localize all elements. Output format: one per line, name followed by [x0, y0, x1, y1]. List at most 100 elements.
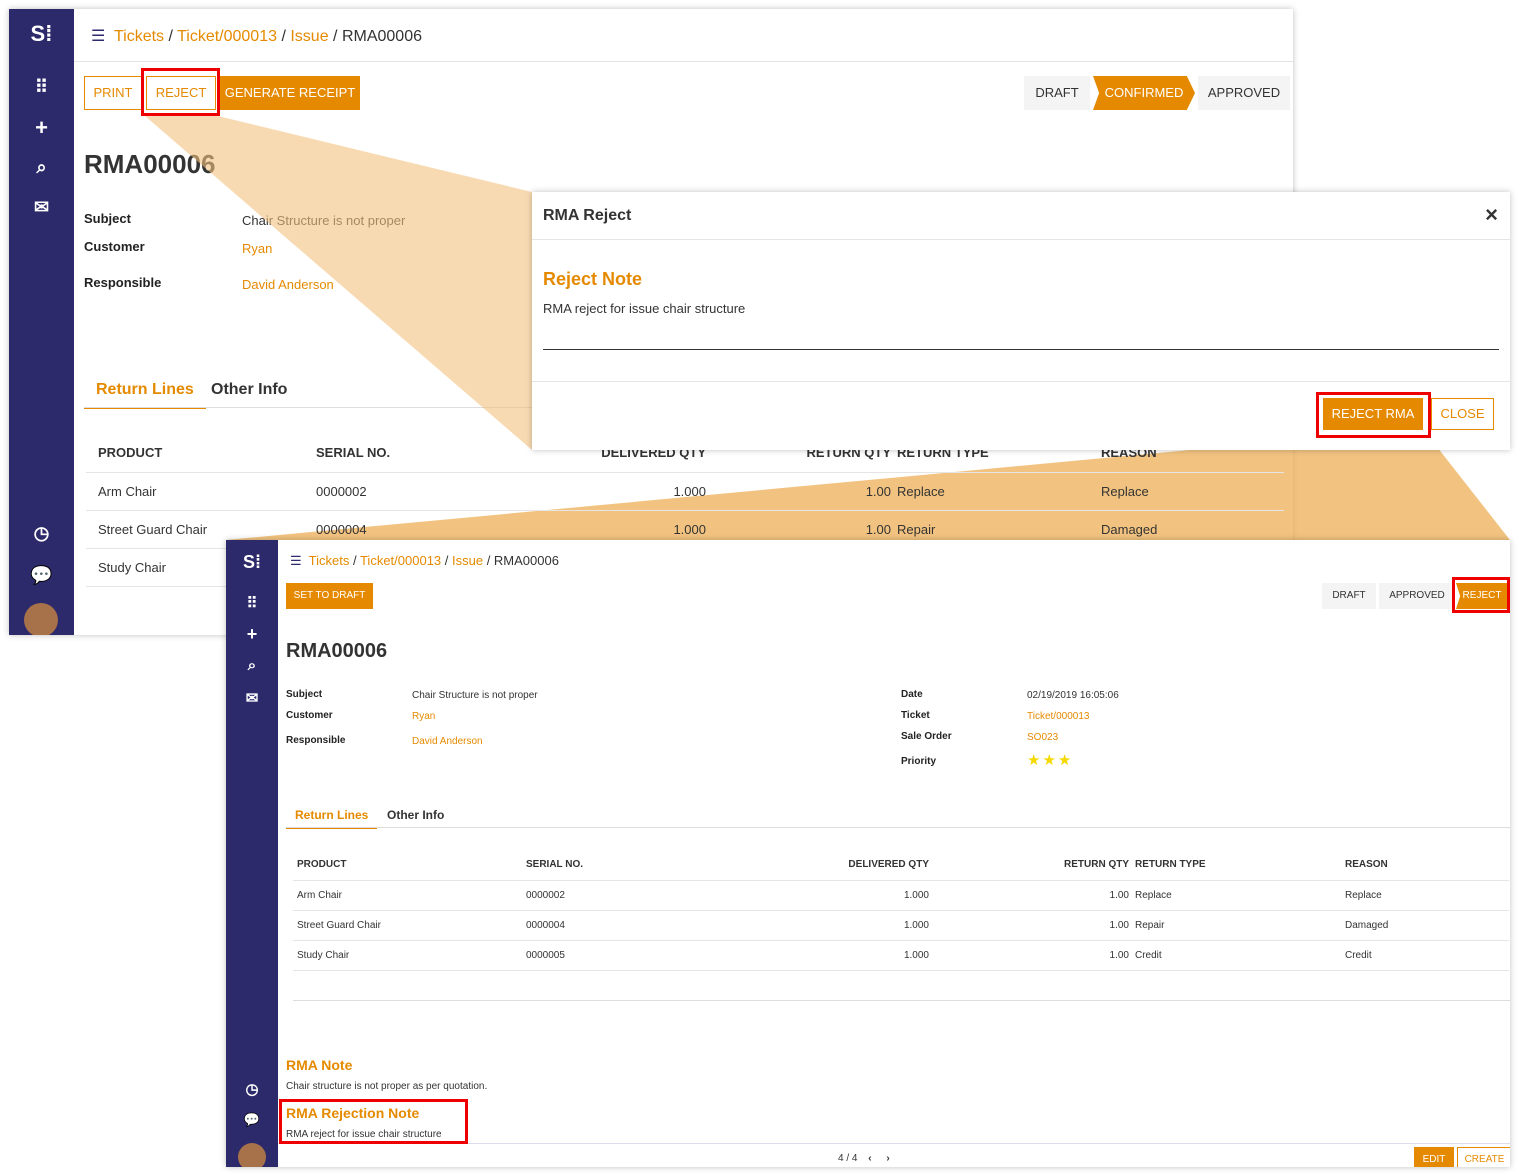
- pager-count: 4 / 4: [838, 1153, 858, 1164]
- col-header: RETURN QTY: [929, 850, 1129, 881]
- table-row[interactable]: Arm Chair 0000002 1.000 1.00 Replace Replace: [86, 472, 1284, 511]
- close-icon[interactable]: ×: [1485, 202, 1498, 227]
- stage-approved[interactable]: APPROVED: [1198, 76, 1290, 110]
- reject-button[interactable]: REJECT: [146, 76, 216, 110]
- plus-icon[interactable]: +: [246, 624, 258, 644]
- date-label: Date: [901, 689, 923, 700]
- star-icon[interactable]: ★: [1057, 752, 1072, 769]
- logo-icon: S⁞: [243, 552, 261, 572]
- create-button[interactable]: CREATE: [1457, 1147, 1510, 1167]
- mail-icon[interactable]: ✉: [33, 197, 50, 217]
- col-header: PRODUCT: [86, 434, 316, 473]
- rejection-note-heading: RMA Rejection Note: [286, 1105, 420, 1121]
- record-title: RMA00006: [286, 640, 388, 662]
- rejection-note-text: RMA reject for issue chair structure: [286, 1129, 442, 1140]
- print-button[interactable]: PRINT: [84, 76, 142, 110]
- ticket-link[interactable]: Ticket/000013: [1027, 711, 1090, 722]
- crumb-issue[interactable]: Issue: [290, 28, 329, 45]
- search-icon[interactable]: ⌕: [247, 657, 257, 674]
- apps-icon[interactable]: ⠿: [34, 77, 49, 97]
- stage-reject[interactable]: REJECT: [1456, 583, 1508, 609]
- rma-reject-dialog: RMA Reject × Reject Note RMA reject for …: [532, 192, 1510, 450]
- col-header: DELIVERED QTY: [746, 850, 929, 881]
- col-header: REASON: [1345, 850, 1509, 881]
- menu-icon[interactable]: ☰: [91, 28, 106, 45]
- avatar[interactable]: [24, 603, 58, 635]
- stage-approved[interactable]: APPROVED: [1379, 583, 1455, 609]
- customer-label: Customer: [286, 710, 333, 721]
- reject-note-input[interactable]: RMA reject for issue chair structure: [543, 301, 1499, 350]
- priority-stars[interactable]: ★ ★ ★: [1027, 751, 1073, 769]
- result-window: S⁞ ⠿ + ⌕ ✉ ◷ 💬 ☰ Tickets / Ticket/000013…: [226, 540, 1510, 1167]
- dialog-title: RMA Reject: [543, 207, 632, 224]
- customer-link[interactable]: Ryan: [412, 711, 436, 722]
- chevron-right-icon[interactable]: ›: [886, 1153, 890, 1164]
- mail-icon[interactable]: ✉: [245, 690, 259, 707]
- return-lines-table: PRODUCT SERIAL NO. DELIVERED QTY RETURN QTY…: [293, 850, 1509, 971]
- responsible-link[interactable]: David Anderson: [412, 736, 483, 747]
- tab-return-lines[interactable]: Return Lines: [286, 806, 378, 829]
- star-icon[interactable]: ★: [1042, 752, 1056, 769]
- menu-icon[interactable]: ☰: [290, 553, 302, 568]
- plus-icon[interactable]: +: [35, 115, 48, 140]
- customer-label: Customer: [84, 239, 145, 254]
- star-icon[interactable]: ★: [1027, 752, 1041, 769]
- customer-link[interactable]: Ryan: [242, 241, 273, 256]
- rma-note-text: Chair structure is not proper as per quo…: [286, 1081, 488, 1092]
- breadcrumb: ☰ Tickets / Ticket/000013 / Issue / RMA0…: [91, 28, 422, 45]
- responsible-label: Responsible: [286, 735, 346, 746]
- tab-other-info[interactable]: Other Info: [387, 808, 445, 822]
- apps-icon[interactable]: ⠿: [246, 595, 258, 612]
- subject-label: Subject: [84, 211, 131, 226]
- subject-label: Subject: [286, 689, 323, 700]
- edit-button[interactable]: EDIT: [1414, 1147, 1454, 1167]
- clock-icon[interactable]: ◷: [33, 523, 50, 543]
- avatar[interactable]: [238, 1143, 266, 1167]
- ticket-label: Ticket: [901, 710, 930, 721]
- responsible-label: Responsible: [84, 275, 162, 290]
- sidebar: S⁞ ⠿ + ⌕ ✉ ◷ 💬: [9, 9, 74, 635]
- search-icon[interactable]: ⌕: [36, 157, 47, 177]
- sidebar: S⁞ ⠿ + ⌕ ✉ ◷ 💬: [226, 540, 278, 1167]
- subject-value: Chair Structure is not proper: [412, 690, 538, 701]
- sale-order-link[interactable]: SO023: [1027, 732, 1059, 743]
- close-button[interactable]: CLOSE: [1431, 398, 1494, 430]
- stage-draft[interactable]: DRAFT: [1322, 583, 1376, 609]
- table-row[interactable]: Arm Chair 0000002 1.000 1.00 Replace Replace: [293, 880, 1509, 911]
- tab-other-info[interactable]: Other Info: [211, 381, 288, 398]
- logo-icon: S⁞: [30, 21, 53, 46]
- crumb-tickets[interactable]: Tickets: [113, 28, 165, 45]
- set-to-draft-button[interactable]: SET TO DRAFT: [286, 583, 373, 609]
- reject-note-heading: Reject Note: [543, 269, 643, 289]
- col-header: SERIAL NO.: [316, 434, 526, 473]
- chat-icon[interactable]: 💬: [30, 565, 53, 585]
- responsible-link[interactable]: David Anderson: [242, 277, 334, 292]
- stage-draft[interactable]: DRAFT: [1024, 76, 1090, 110]
- chevron-left-icon[interactable]: ‹: [868, 1153, 872, 1164]
- breadcrumb: ☰ Tickets / Ticket/000013 / Issue / RMA0…: [290, 553, 559, 568]
- crumb-ticket[interactable]: Ticket/000013: [359, 553, 442, 568]
- record-title: RMA00006: [84, 149, 216, 179]
- table-row[interactable]: Street Guard Chair 0000004 1.000 1.00 Repair…: [293, 910, 1509, 941]
- rma-note-heading: RMA Note: [286, 1057, 353, 1073]
- col-header: RETURN TYPE: [1129, 850, 1345, 881]
- clock-icon[interactable]: ◷: [245, 1081, 259, 1098]
- chat-icon[interactable]: 💬: [243, 1112, 261, 1127]
- subject-value: Chair Structure is not proper: [242, 213, 406, 228]
- stage-confirmed[interactable]: CONFIRMED: [1093, 76, 1195, 110]
- crumb-tickets[interactable]: Tickets: [308, 553, 350, 568]
- pager: 4 / 4 ‹ ›: [838, 1153, 890, 1164]
- reject-rma-button[interactable]: REJECT RMA: [1323, 398, 1423, 430]
- generate-receipt-button[interactable]: GENERATE RECEIPT: [220, 76, 360, 110]
- table-row[interactable]: Study Chair 0000005 1.000 1.00 Credit Credit: [293, 940, 1509, 971]
- sale-order-label: Sale Order: [901, 731, 952, 742]
- crumb-ticket[interactable]: Ticket/000013: [177, 28, 277, 45]
- tab-return-lines[interactable]: Return Lines: [84, 379, 206, 409]
- crumb-current: RMA00006: [493, 553, 559, 568]
- col-header: SERIAL NO.: [526, 850, 746, 881]
- crumb-current: RMA00006: [341, 28, 422, 45]
- date-value: 02/19/2019 16:05:06: [1027, 690, 1119, 701]
- crumb-issue[interactable]: Issue: [452, 553, 484, 568]
- priority-label: Priority: [901, 756, 937, 767]
- col-header: PRODUCT: [293, 850, 526, 881]
